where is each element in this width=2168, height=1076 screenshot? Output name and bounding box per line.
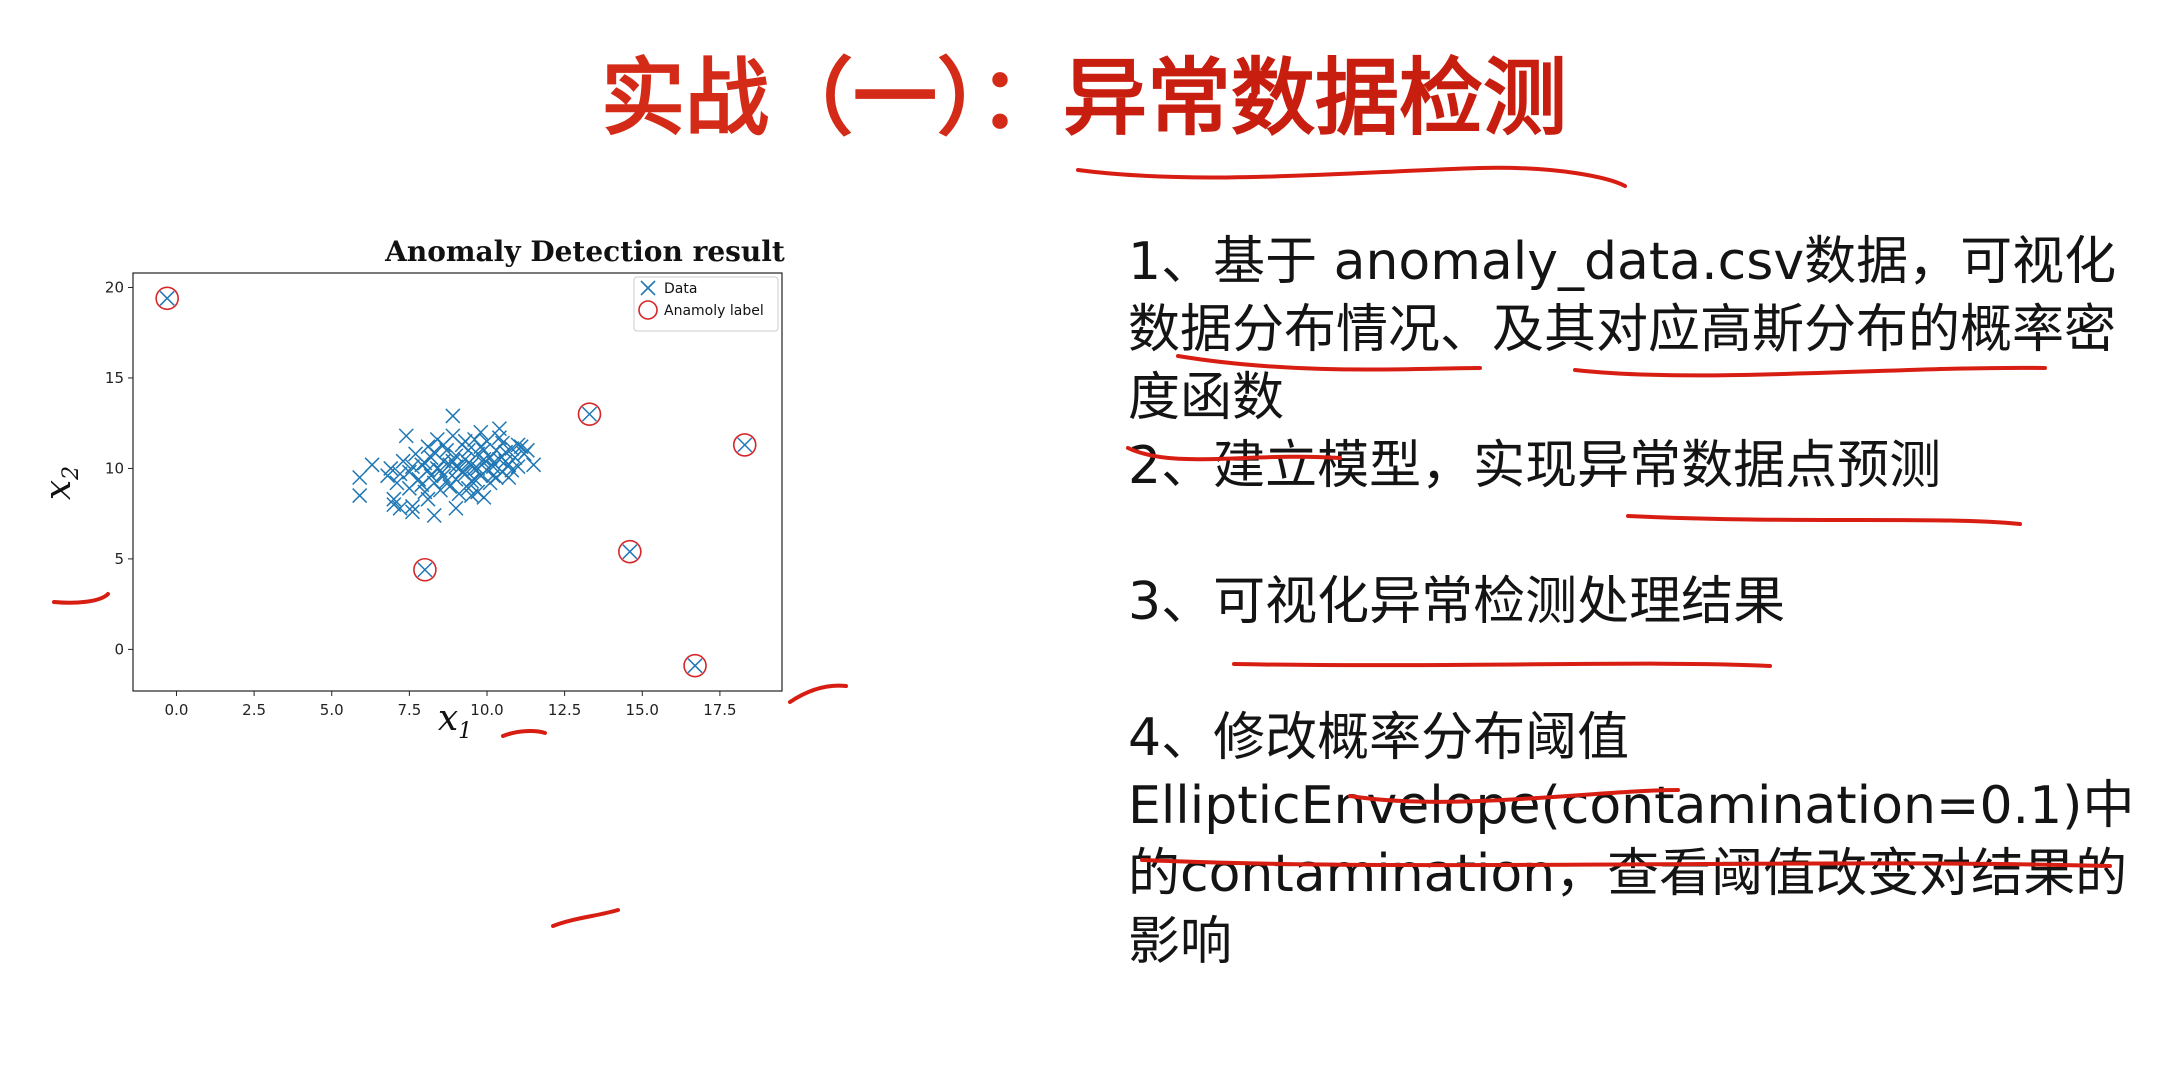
data-points (159, 290, 753, 674)
x-axis-label-main: x (438, 698, 458, 739)
legend-box (633, 276, 779, 332)
data-point (383, 460, 399, 476)
data-point (420, 491, 436, 507)
anomaly-circle (413, 557, 437, 582)
data-point (476, 442, 492, 458)
data-point (470, 460, 486, 476)
chart-title: Anomaly Detection result (384, 235, 785, 268)
data-point (414, 477, 430, 493)
task-item-1: 1、基于 anomaly_data.csv数据，可视化数据分布情况、及其对应高斯… (1128, 232, 2117, 428)
anomaly-circle (155, 286, 179, 311)
y-axis-ticks: 0 5 10 15 20 (105, 278, 133, 658)
x-axis-ticks: 0.0 2.5 5.0 7.5 10.0 12.5 15.0 17.5 (165, 691, 737, 719)
anomaly-circle (683, 653, 707, 678)
y-tick-label: 0 (114, 640, 124, 658)
data-point (510, 437, 526, 453)
data-point (404, 498, 421, 514)
plot-area (132, 272, 783, 692)
data-point (445, 408, 461, 424)
y-axis-label-main: x (40, 480, 79, 500)
legend-label-anomaly: Anamoly label (664, 303, 764, 319)
data-point (417, 562, 433, 578)
y-tick-label: 15 (105, 369, 124, 387)
chart-svg: Anomaly Detection result 0.0 2.5 5.0 7.5 10.… (38, 235, 785, 744)
anomaly-circle (732, 433, 757, 457)
x-tick-label: 17.5 (703, 701, 736, 719)
data-point (451, 486, 467, 502)
data-point (386, 491, 402, 507)
data-point (507, 450, 523, 466)
y-axis-label-sub: 2 (59, 466, 84, 481)
data-point (398, 428, 414, 444)
slide-title-main: 异常数据检测 (1063, 49, 1568, 147)
data-point (432, 482, 448, 498)
data-point (439, 473, 455, 489)
anomaly-circles (155, 286, 757, 678)
legend-marker-data (640, 280, 656, 296)
data-point (395, 453, 411, 469)
data-point (687, 658, 703, 674)
data-point (519, 442, 535, 458)
data-point (392, 500, 408, 516)
data-point (501, 469, 517, 486)
data-point (389, 475, 405, 491)
legend: Data Anamoly label (633, 276, 779, 332)
data-point (448, 459, 464, 475)
data-point (352, 488, 368, 504)
data-point (417, 455, 433, 471)
data-point (498, 453, 514, 469)
data-point (426, 507, 442, 524)
task-item-4: 4、修改概率分布阈值EllipticEnvelope(contamination… (1128, 708, 2135, 972)
data-point (526, 457, 542, 473)
data-point (737, 437, 753, 453)
x-tick-label: 7.5 (397, 701, 421, 719)
scatter-chart: Anomaly Detection result 0.0 2.5 5.0 7.5 10.… (38, 225, 1060, 945)
data-point (485, 468, 501, 484)
x-tick-label: 10.0 (470, 701, 503, 719)
data-point (485, 455, 501, 471)
data-point (352, 469, 368, 486)
data-point (622, 544, 638, 560)
y-tick-label: 20 (105, 278, 124, 296)
data-point (392, 466, 408, 482)
data-point (435, 437, 452, 453)
x-tick-label: 0.0 (165, 701, 189, 719)
data-point (426, 444, 442, 460)
task-list: 1、基于 anomaly_data.csv数据，可视化数据分布情况、及其对应高斯… (1128, 228, 2138, 976)
y-tick-label: 10 (105, 459, 124, 477)
x-tick-label: 15.0 (626, 701, 659, 719)
y-axis-label: x2 (40, 466, 84, 500)
data-point (404, 459, 421, 475)
task-item-2: 2、建立模型，实现异常数据点预测 (1128, 436, 1942, 496)
task-item-3: 3、可视化异常检测处理结果 (1128, 572, 1786, 632)
legend-marker-anomaly (638, 300, 658, 320)
data-point (491, 430, 507, 446)
data-point (510, 459, 526, 475)
x-axis-label-sub: 1 (458, 719, 472, 744)
slide-title-prefix: 实战（一）： (600, 49, 1063, 147)
slide-title: 实战（一）：异常数据检测 (0, 48, 2168, 149)
data-point (467, 471, 483, 487)
data-point (364, 457, 380, 473)
data-point (404, 504, 421, 520)
anomaly-circle (577, 402, 602, 426)
title-underline (1076, 165, 1627, 188)
data-point (432, 462, 448, 478)
data-point (476, 489, 492, 505)
data-point (460, 455, 476, 471)
x-tick-label: 5.0 (320, 701, 344, 719)
data-point (448, 500, 464, 516)
data-point (460, 442, 476, 458)
data-point (581, 406, 598, 422)
data-point (463, 488, 480, 504)
x-axis-label: x1 (438, 698, 472, 744)
x-tick-label: 2.5 (242, 701, 266, 719)
anomaly-circle (618, 539, 642, 564)
data-point (159, 290, 175, 306)
data-point (473, 424, 489, 440)
y-tick-label: 5 (114, 550, 124, 568)
x-tick-label: 12.5 (548, 701, 581, 719)
legend-label-data: Data (664, 281, 697, 297)
data-point (457, 433, 473, 449)
